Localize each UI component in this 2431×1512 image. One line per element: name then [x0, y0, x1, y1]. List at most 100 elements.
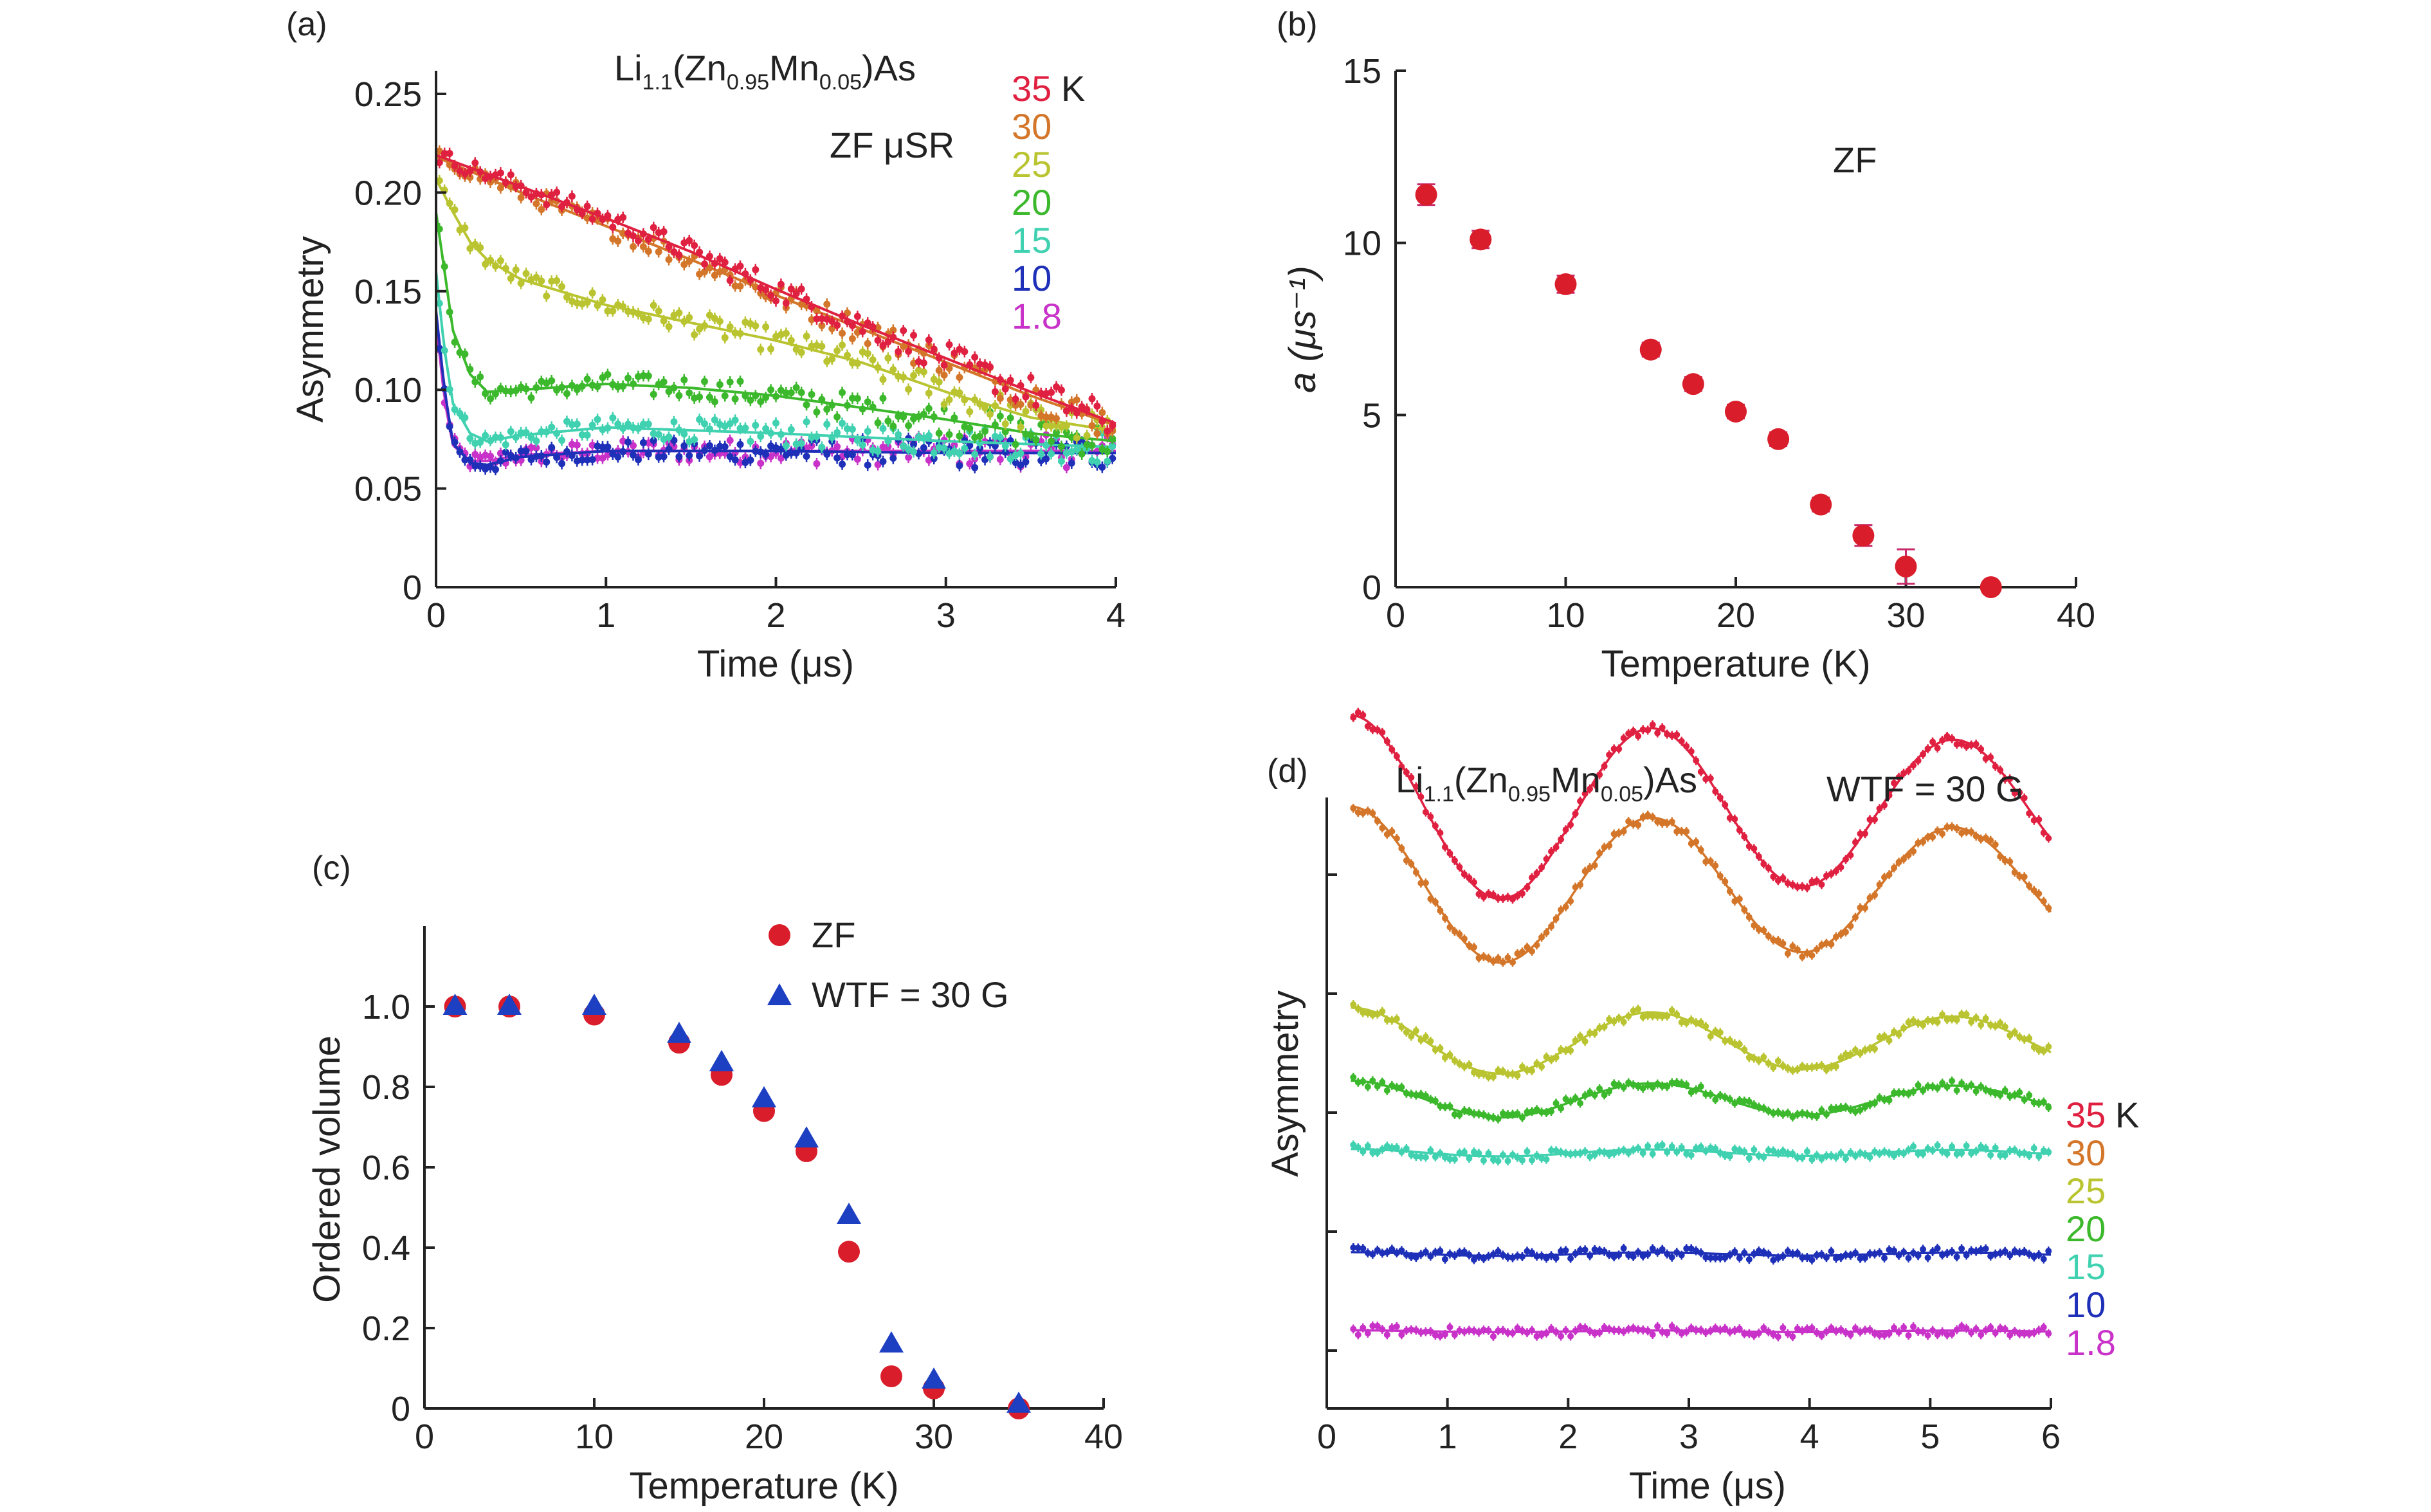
data-point: [874, 419, 882, 427]
wtf-point: [1006, 1391, 1031, 1413]
data-point: [1581, 1246, 1589, 1253]
data-point: [1088, 422, 1096, 430]
data-point: [563, 417, 570, 425]
data-point: [701, 268, 709, 276]
data-point: [1842, 1155, 1849, 1162]
data-point: [639, 421, 647, 428]
panel-b-x-tick-label: 30: [1886, 596, 1925, 635]
panel-d-series: [1350, 707, 2052, 1342]
data-point: [1393, 1144, 1400, 1151]
data-point: [2026, 1152, 2033, 1160]
data-point: [1716, 1029, 1724, 1036]
data-point: [502, 441, 509, 449]
data-point: [1767, 428, 1790, 450]
wtf-series-1_8K: [1350, 1321, 2052, 1342]
data-point: [1635, 733, 1642, 740]
panel-b-points: [1415, 183, 2002, 598]
data-point: [940, 361, 948, 369]
data-point: [991, 388, 999, 396]
data-point: [839, 460, 846, 468]
panel-a: (a) 0 1 2 3 4 0 0.05 0.10 0.15 0.20 0.25 Time (μs)…: [286, 6, 1125, 685]
legend-label-20: 20: [1012, 182, 1052, 223]
data-point: [680, 260, 688, 268]
data-point: [1968, 1018, 1975, 1025]
data-point: [578, 431, 586, 439]
data-point: [900, 442, 907, 450]
data-point: [925, 336, 933, 344]
data-point: [466, 174, 474, 181]
data-point: [1891, 1152, 1898, 1159]
data-point: [1558, 1333, 1565, 1340]
data-point: [833, 413, 841, 421]
data-point: [594, 415, 601, 423]
data-point: [1369, 1012, 1376, 1019]
data-point: [1832, 1255, 1839, 1262]
panel-d-annotation: WTF = 30 G: [1826, 769, 2024, 809]
data-point: [665, 256, 673, 264]
data-point: [797, 388, 805, 396]
data-point: [517, 447, 525, 455]
panel-a-x-tick-label: 0: [426, 596, 446, 635]
data-point: [477, 439, 484, 446]
data-point: [644, 235, 652, 243]
data-point: [578, 456, 586, 464]
data-point: [1027, 374, 1035, 381]
data-point: [466, 244, 474, 252]
data-point: [1104, 457, 1111, 465]
panel-c-x-tick-label: 30: [915, 1417, 953, 1456]
data-point: [1408, 1253, 1415, 1260]
data-point: [1012, 441, 1019, 448]
data-point: [1032, 436, 1040, 444]
data-point: [1803, 1148, 1810, 1155]
panel-a-series: [435, 145, 1116, 476]
panel-c-y-tick-label: 0: [391, 1390, 410, 1428]
data-point: [1581, 1324, 1589, 1331]
wtf-series-35K: [1350, 707, 2052, 904]
panel-b: (b) 0 10 20 30 40 0 5 10 15 Temperature (K) a (μ…: [1277, 6, 2095, 685]
data-point: [1886, 1097, 1893, 1104]
panel-a-y-tick-label: 0.20: [354, 174, 422, 212]
data-point: [502, 448, 509, 456]
data-point: [1057, 457, 1065, 465]
data-point: [833, 442, 841, 450]
data-point: [1591, 1151, 1598, 1158]
data-point: [961, 348, 969, 356]
data-point: [1408, 1151, 1415, 1158]
data-point: [680, 442, 688, 450]
data-point: [665, 388, 673, 396]
data-point: [553, 277, 561, 284]
data-point: [1745, 1256, 1753, 1263]
data-point: [1736, 1041, 1743, 1048]
data-point: [726, 378, 734, 386]
legend-label-30: 30: [1012, 106, 1052, 147]
data-point: [1828, 1324, 1835, 1331]
data-point: [782, 389, 790, 397]
data-point: [1093, 402, 1101, 410]
data-point: [583, 456, 591, 464]
data-point: [1489, 1333, 1497, 1340]
data-point: [706, 453, 713, 460]
panel-a-x-title: Time (μs): [697, 643, 854, 685]
data-point: [1852, 524, 1875, 547]
data-point: [512, 266, 520, 274]
data-point: [1953, 741, 1960, 748]
data-point: [1997, 1019, 2004, 1026]
data-point: [558, 460, 566, 468]
data-point: [701, 420, 709, 428]
data-point: [655, 248, 662, 256]
data-point: [1668, 1007, 1675, 1014]
data-point: [1048, 388, 1055, 396]
data-point: [583, 376, 591, 383]
data-point: [538, 206, 545, 214]
data-point: [752, 266, 760, 273]
data-point: [721, 443, 729, 451]
data-point: [1364, 1010, 1371, 1017]
data-point: [630, 232, 637, 240]
data-point: [879, 342, 887, 349]
data-point: [726, 437, 734, 444]
data-point: [1712, 1145, 1719, 1152]
data-point: [1635, 821, 1642, 828]
data-point: [553, 188, 561, 196]
data-point: [1852, 1046, 1859, 1053]
data-point: [1514, 950, 1521, 957]
